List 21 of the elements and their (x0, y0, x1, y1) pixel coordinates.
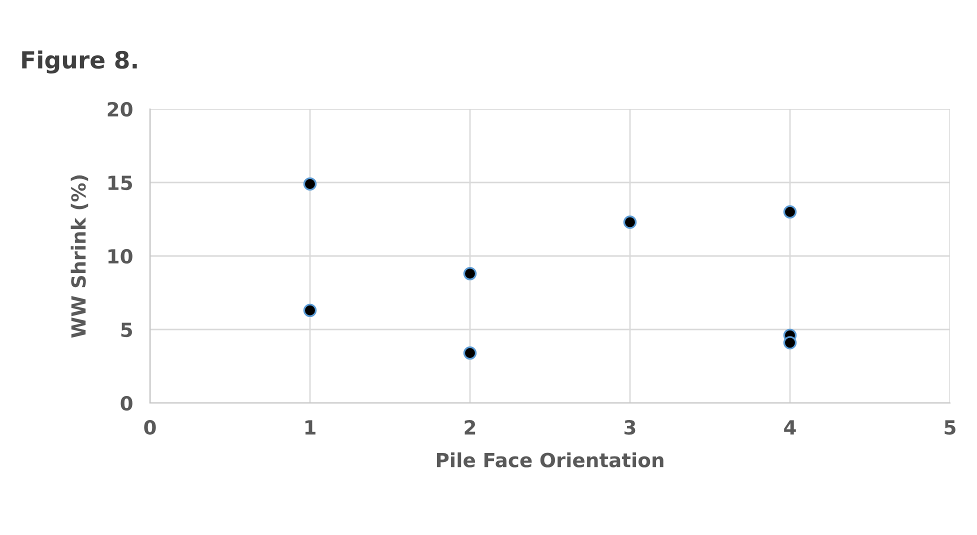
y-axis-title: WW Shrink (%) (70, 175, 88, 338)
x-axis-title: Pile Face Orientation (436, 452, 664, 468)
y-tick-label: 0 (120, 396, 132, 411)
y-tick-label: 15 (108, 176, 132, 190)
x-tick-label: 2 (464, 420, 476, 434)
point (303, 304, 317, 318)
y-tick-label: 10 (108, 248, 132, 264)
point (463, 346, 477, 360)
x-tick-label: 0 (144, 420, 156, 435)
point (783, 205, 797, 219)
y-tick-label: 5 (121, 322, 132, 338)
point (463, 266, 477, 280)
x-tick-label: 4 (784, 420, 796, 434)
x-tick-label: 5 (944, 420, 956, 435)
x-tick-label: 1 (305, 420, 316, 434)
point (783, 336, 797, 350)
x-tick-label: 3 (624, 420, 636, 435)
y-tick-label: 20 (108, 102, 132, 117)
point (623, 216, 637, 229)
point (303, 177, 317, 191)
chart-title: Figure 8. (22, 50, 137, 74)
